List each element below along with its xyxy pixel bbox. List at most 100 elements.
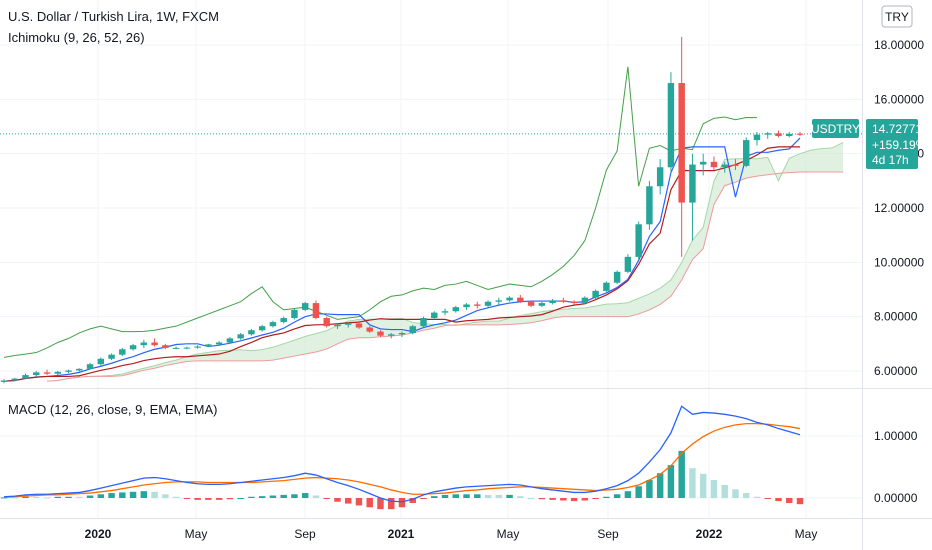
candle-body	[301, 303, 309, 310]
macd-histogram-bar	[323, 498, 330, 499]
candle-body	[452, 307, 460, 312]
candle-body	[280, 318, 287, 323]
candle-body	[613, 271, 621, 283]
macd-histogram-bar	[388, 498, 395, 510]
candle-body	[549, 300, 556, 304]
x-tick-label: May	[185, 527, 208, 541]
macd-histogram-bar	[656, 473, 664, 498]
macd-histogram-bar	[764, 498, 771, 499]
candle-body	[129, 345, 137, 350]
candle-body	[205, 344, 212, 347]
candle-body	[495, 300, 503, 302]
macd-histogram-bar	[420, 498, 427, 499]
candle-body	[194, 346, 201, 348]
x-tick-label: 2022	[696, 527, 723, 541]
candle-body	[172, 347, 180, 349]
candle-body	[398, 332, 406, 335]
base-line	[3, 146, 800, 382]
candlesticks	[0, 36, 804, 384]
candle-body	[119, 349, 126, 355]
macd-histogram-bar	[248, 496, 255, 498]
macd-histogram-bar	[54, 496, 62, 498]
macd-histogram-bar	[635, 486, 642, 498]
candle-body	[366, 327, 373, 332]
candle-body	[248, 330, 255, 335]
macd-histogram-bar	[226, 498, 234, 500]
macd-line	[3, 405, 801, 503]
y-tick-label: 10.00000	[874, 255, 924, 269]
candle-body	[22, 375, 29, 379]
macd-histogram-bar	[495, 494, 503, 498]
symbol-badge-text: USDTRY	[811, 122, 860, 136]
macd-histogram-bar	[527, 498, 535, 499]
macd-histogram-bar	[678, 450, 685, 498]
candle-body	[764, 133, 771, 135]
x-tick-label: Sep	[294, 527, 316, 541]
candle-body	[269, 322, 277, 327]
ichimoku-cloud	[46, 142, 844, 382]
candle-body	[226, 338, 234, 343]
candle-body	[65, 370, 72, 372]
macd-histogram-bar	[560, 498, 567, 501]
macd-histogram-bar	[613, 494, 621, 498]
candle-body	[431, 312, 438, 319]
candle-body	[377, 331, 384, 336]
macd-histogram-bar	[291, 494, 298, 498]
macd-histogram-bar	[431, 496, 438, 498]
candle-body	[721, 164, 728, 168]
macd-histogram-bar	[463, 494, 470, 498]
candle-body	[624, 256, 632, 272]
macd-histogram-bar	[269, 495, 277, 498]
currency-button-label: TRY	[885, 10, 909, 24]
macd-histogram-bar	[33, 496, 40, 498]
candle-body	[334, 324, 341, 327]
macd-histogram-bar	[581, 498, 589, 501]
candle-body	[678, 83, 685, 203]
macd-histogram-bar	[377, 498, 384, 510]
candle-body	[732, 164, 739, 166]
bar-countdown: 4d 17h	[872, 153, 909, 167]
y-tick-label: 12.00000	[874, 201, 924, 215]
cloud-fill	[47, 142, 844, 382]
signal-line	[3, 422, 801, 499]
candle-body	[484, 301, 492, 306]
candle-body	[215, 342, 223, 345]
macd-histogram-bar	[796, 498, 804, 505]
macd-histogram-bar	[517, 496, 524, 498]
macd-histogram-bar	[506, 494, 513, 498]
macd-y-tick-label: 1.00000	[874, 429, 918, 443]
candle-body	[538, 303, 546, 306]
macd-histogram-bar	[194, 498, 201, 500]
macd-histogram-bar	[538, 498, 546, 500]
candle-body	[140, 342, 148, 346]
macd-histogram-bar	[667, 465, 675, 498]
candle-body	[592, 290, 599, 298]
macd-histogram-bar	[786, 498, 793, 503]
candle-body	[527, 301, 535, 306]
candle-body	[86, 364, 94, 369]
y-tick-label: 8.00000	[874, 310, 918, 324]
candle-body	[108, 354, 115, 359]
macd-histogram-bar	[344, 498, 352, 504]
macd-histogram-bar	[97, 494, 105, 498]
price-change: +159.19%	[872, 138, 927, 152]
macd-histogram-bar	[753, 496, 761, 498]
candle-body	[409, 326, 416, 333]
macd-histogram-bar	[732, 489, 739, 498]
macd-histogram-bar	[721, 484, 728, 498]
macd-histogram-bar	[592, 498, 599, 499]
macd-histogram-bar	[474, 494, 481, 498]
candle-body	[33, 372, 40, 376]
candle-body	[699, 161, 707, 165]
candle-body	[656, 167, 664, 187]
macd-histogram-bar	[549, 498, 556, 500]
macd-histogram-bar	[301, 493, 309, 498]
symbol-badge: USDTRY	[811, 119, 860, 138]
candle-body	[323, 318, 330, 327]
lagging-span	[3, 66, 757, 358]
macd-histogram-bar	[237, 498, 244, 499]
leading-span-b	[46, 171, 844, 382]
currency-button[interactable]: TRY	[881, 5, 913, 28]
